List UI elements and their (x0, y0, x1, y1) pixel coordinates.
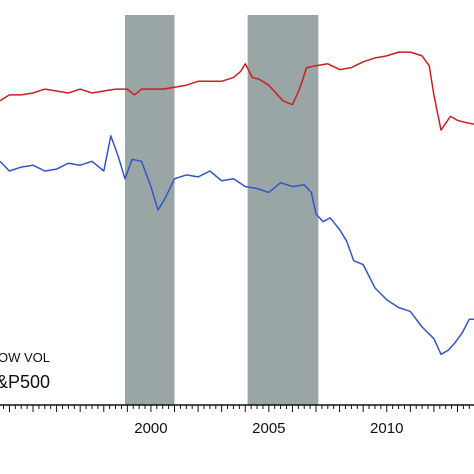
x-tick-label: 2005 (252, 420, 285, 437)
x-tick-label: 2000 (134, 420, 167, 437)
series-line-1 (0, 135, 474, 356)
x-tick-label: 2010 (370, 420, 403, 437)
shaded-period-0 (124, 15, 175, 405)
legend-entry-vol: OW VOL (0, 350, 50, 365)
shaded-period-1 (247, 15, 319, 405)
legend-entry-sp500: &P500 (0, 372, 50, 392)
legend: OW VOL &P500 (0, 350, 50, 392)
series-lines (0, 51, 474, 356)
x-axis-ticks: 2000 2005 2010 (3, 405, 470, 437)
series-line-0 (0, 51, 474, 131)
shaded-periods (124, 15, 319, 405)
